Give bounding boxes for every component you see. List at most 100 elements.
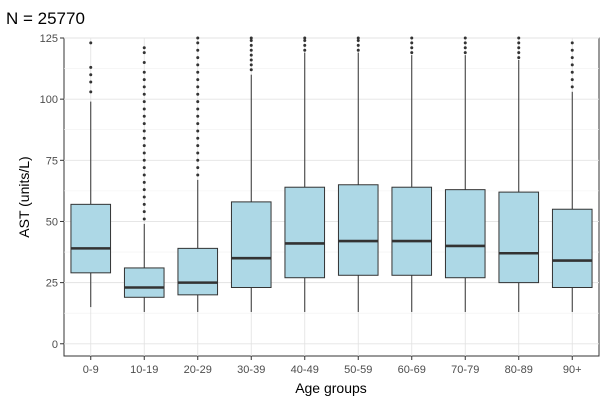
iqr-box (444, 189, 486, 279)
x-tick-label: 70-79 (451, 364, 479, 376)
box-group-20-29 (177, 36, 219, 312)
outlier-point (89, 80, 93, 84)
x-tick-label: 20-29 (184, 364, 212, 376)
outlier-point (142, 70, 146, 74)
box-group-40-49 (284, 36, 326, 312)
iqr-box (337, 184, 379, 276)
iqr-box (123, 267, 165, 298)
outlier-point (570, 78, 574, 82)
iqr-box (284, 186, 326, 279)
outlier-point (356, 36, 360, 40)
outlier-point (142, 100, 146, 104)
outlier-point (196, 144, 200, 148)
outlier-point (249, 58, 253, 62)
outlier-point (89, 73, 93, 77)
outlier-point (196, 107, 200, 111)
outlier-point (89, 90, 93, 94)
outlier-point (142, 166, 146, 170)
x-tick-label: 60-69 (398, 364, 426, 376)
x-tick-label: 90+ (563, 364, 582, 376)
outlier-point (196, 36, 200, 40)
outlier-point (356, 43, 360, 47)
outlier-point (196, 63, 200, 67)
box-group-60-69 (391, 36, 433, 312)
outlier-point (517, 41, 521, 45)
x-axis-ticks: 0-9 10-19 20-29 30-39 40-49 50-59 60-69 70-79 80… (83, 356, 582, 376)
outlier-point (196, 78, 200, 82)
outlier-point (196, 114, 200, 118)
outlier-point (570, 56, 574, 60)
outlier-point (303, 38, 307, 42)
x-tick-label: 10-19 (130, 364, 158, 376)
outlier-point (142, 144, 146, 148)
box-group-10-19 (123, 46, 165, 312)
outlier-point (142, 129, 146, 133)
outlier-point (142, 202, 146, 206)
outlier-point (410, 51, 414, 55)
outlier-point (196, 136, 200, 140)
outlier-point (142, 188, 146, 192)
outlier-point (570, 48, 574, 52)
outlier-point (142, 92, 146, 96)
outlier-point (142, 60, 146, 64)
outlier-point (249, 68, 253, 72)
outlier-point (463, 51, 467, 55)
iqr-box (551, 208, 593, 289)
boxes-layer (70, 36, 593, 312)
iqr-box (391, 186, 433, 276)
outlier-point (410, 46, 414, 50)
box-group-0-9 (70, 41, 112, 308)
outlier-point (196, 70, 200, 74)
outlier-point (142, 136, 146, 140)
iqr-box (70, 203, 112, 274)
outlier-point (249, 36, 253, 40)
outlier-point (196, 158, 200, 162)
x-tick-label: 40-49 (291, 364, 319, 376)
outlier-point (517, 56, 521, 60)
x-tick-label: 0-9 (83, 364, 99, 376)
outlier-point (142, 85, 146, 89)
outlier-point (196, 122, 200, 126)
outlier-point (570, 63, 574, 67)
outlier-point (249, 38, 253, 42)
box-group-30-39 (230, 36, 272, 312)
outlier-point (463, 41, 467, 45)
y-tick-label: 0 (52, 339, 58, 351)
outlier-point (142, 180, 146, 184)
y-tick-label: 125 (40, 33, 58, 45)
y-tick-label: 25 (46, 278, 58, 290)
outlier-point (196, 56, 200, 60)
box-group-80-89 (498, 36, 540, 312)
chart-title: N = 25770 (6, 9, 85, 28)
outlier-point (356, 38, 360, 42)
outlier-point (517, 51, 521, 55)
outlier-point (142, 107, 146, 111)
iqr-box (498, 191, 540, 284)
outlier-point (142, 158, 146, 162)
x-axis-title: Age groups (295, 380, 367, 396)
y-tick-label: 75 (46, 155, 58, 167)
outlier-point (196, 48, 200, 52)
iqr-box (177, 247, 219, 296)
outlier-point (142, 46, 146, 50)
outlier-point (142, 51, 146, 55)
outlier-point (196, 100, 200, 104)
outlier-point (463, 46, 467, 50)
outlier-point (410, 41, 414, 45)
y-tick-label: 100 (40, 94, 58, 106)
box-group-70-79 (444, 36, 486, 312)
outlier-point (196, 92, 200, 96)
y-axis-ticks: 0 25 50 75 100 125 (40, 33, 64, 351)
outlier-point (196, 173, 200, 177)
outlier-point (142, 195, 146, 199)
box-group-90+ (551, 41, 593, 312)
outlier-point (249, 43, 253, 47)
outlier-point (142, 217, 146, 221)
outlier-point (356, 48, 360, 52)
outlier-point (142, 114, 146, 118)
x-tick-label: 30-39 (237, 364, 265, 376)
outlier-point (463, 36, 467, 40)
outlier-point (249, 48, 253, 52)
outlier-point (249, 53, 253, 57)
